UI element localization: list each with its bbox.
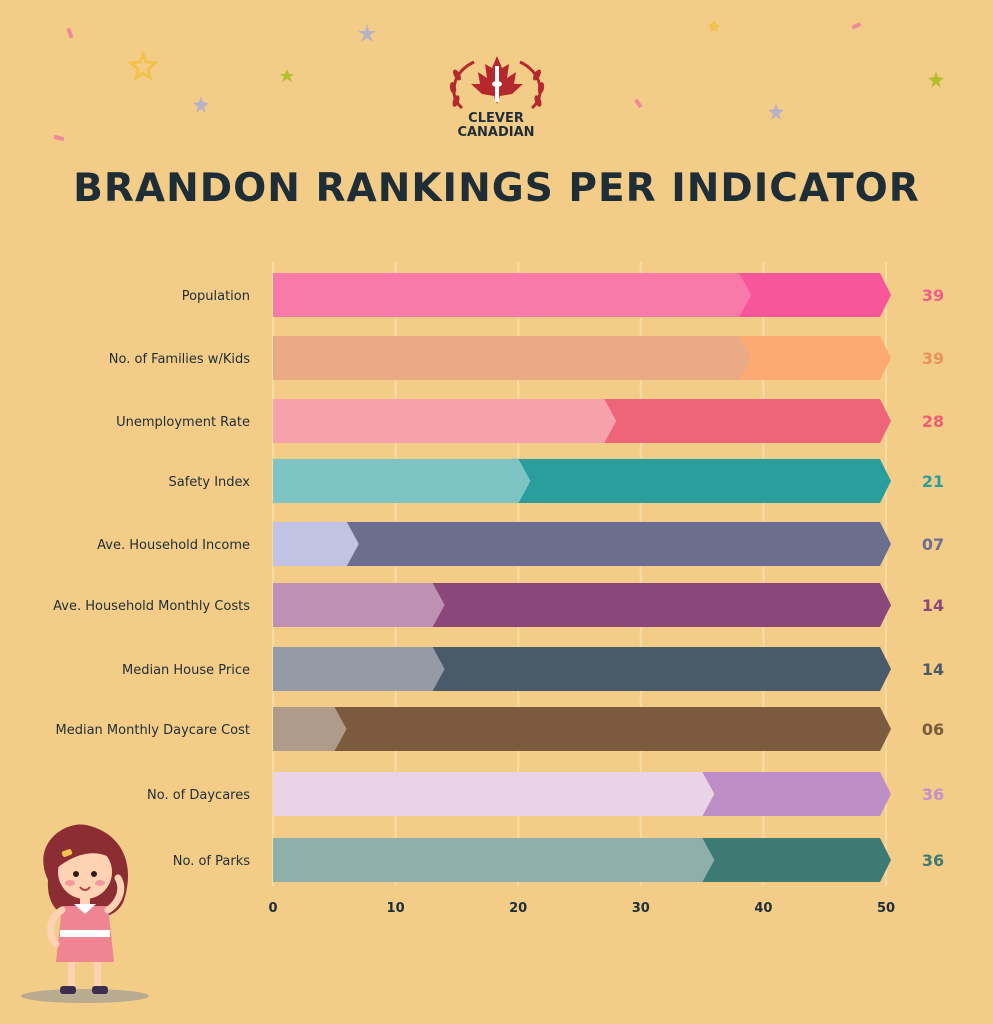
category-label: Median House Price <box>122 663 250 678</box>
confetti-icon <box>851 22 862 30</box>
star-icon <box>768 103 784 120</box>
confetti-icon <box>634 98 643 109</box>
x-tick-label: 20 <box>509 901 527 916</box>
chart-title: BRANDON RANKINGS PER INDICATOR <box>73 166 920 211</box>
category-label: Unemployment Rate <box>116 415 250 430</box>
bar <box>273 273 752 317</box>
x-tick-label: 0 <box>268 901 277 916</box>
confetti-icon <box>66 27 74 39</box>
x-tick-label: 30 <box>632 901 650 916</box>
brand-line-2: CANADIAN <box>457 125 535 140</box>
labels-layer: 0 10 20 30 40 50 Population 39 No. of Families w… <box>53 286 944 916</box>
bar <box>273 772 715 816</box>
bar <box>273 459 531 503</box>
data-label: 14 <box>922 660 944 679</box>
bar <box>273 399 617 443</box>
category-label: Population <box>182 289 250 304</box>
star-icon <box>127 49 159 82</box>
data-label: 36 <box>922 785 944 804</box>
confetti-icon <box>53 134 65 142</box>
data-label: 06 <box>922 720 944 739</box>
x-tick-label: 50 <box>877 901 895 916</box>
data-label: 28 <box>922 412 944 431</box>
star-icon <box>193 96 209 113</box>
star-icon <box>928 71 944 88</box>
brand-line-1: CLEVER <box>468 111 524 126</box>
bar-background <box>273 522 891 566</box>
data-label: 39 <box>922 286 944 305</box>
data-label: 36 <box>922 851 944 870</box>
bar <box>273 583 445 627</box>
x-tick-label: 10 <box>387 901 405 916</box>
bar <box>273 522 359 566</box>
bar <box>273 647 445 691</box>
star-icon <box>358 24 376 42</box>
girl-character-illustration <box>21 824 149 1003</box>
brand-logo: CLEVER CANADIAN <box>430 112 562 140</box>
category-label: Ave. Household Monthly Costs <box>53 599 250 614</box>
category-label: No. of Daycares <box>147 788 250 803</box>
bar-background <box>273 707 891 751</box>
data-label: 39 <box>922 349 944 368</box>
x-tick-label: 40 <box>754 901 772 916</box>
star-icon <box>280 69 294 82</box>
category-label: No. of Families w/Kids <box>109 352 250 367</box>
bar <box>273 707 347 751</box>
category-label: Safety Index <box>168 475 250 490</box>
category-label: Ave. Household Income <box>97 538 250 553</box>
bars-layer <box>273 273 891 882</box>
star-icon <box>708 20 720 32</box>
maple-leaf-logo-icon <box>449 56 545 110</box>
data-label: 07 <box>922 535 944 554</box>
bar <box>273 838 715 882</box>
category-label: Median Monthly Daycare Cost <box>56 723 250 738</box>
bar <box>273 336 752 380</box>
data-label: 14 <box>922 596 944 615</box>
category-label: No. of Parks <box>173 854 250 869</box>
data-label: 21 <box>922 472 944 491</box>
